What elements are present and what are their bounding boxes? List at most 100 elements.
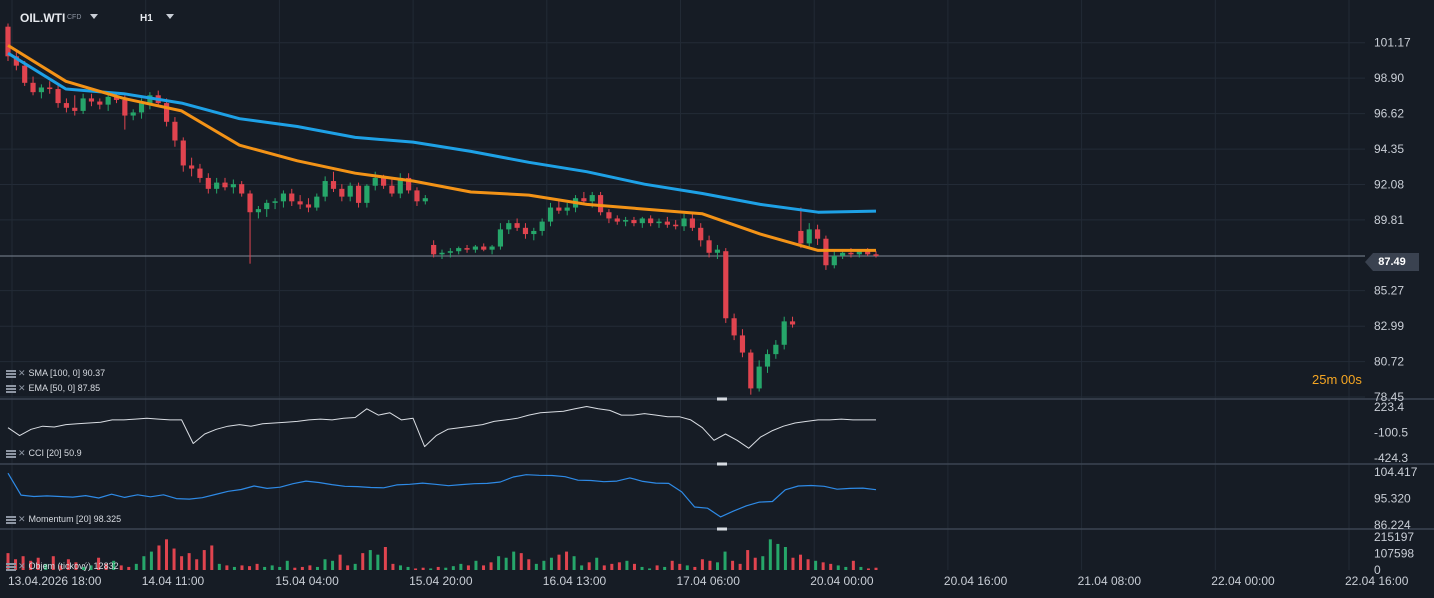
- close-icon[interactable]: ✕: [18, 561, 26, 571]
- candle-body: [789, 321, 796, 325]
- candle-body: [22, 65, 28, 83]
- volume-bar: [497, 556, 501, 570]
- candle-body: [389, 185, 395, 194]
- volume-bar: [806, 559, 810, 570]
- candle-body: [13, 56, 19, 66]
- legend-ema-label: EMA [50, 0] 87.85: [28, 383, 101, 393]
- candle-body: [656, 221, 662, 224]
- settings-icon[interactable]: [6, 562, 16, 571]
- settings-icon[interactable]: [6, 384, 16, 393]
- volume-bar: [255, 563, 259, 570]
- candle-body: [330, 181, 337, 189]
- candle-body: [773, 344, 779, 355]
- candle-countdown-unit: m 00s: [1326, 372, 1362, 387]
- volume-bar: [776, 543, 780, 570]
- legend-cci[interactable]: ✕ CCI [20] 50.9: [6, 448, 82, 459]
- volume-bar: [512, 551, 516, 570]
- volume-bar: [783, 546, 787, 570]
- legend-ema[interactable]: ✕ EMA [50, 0] 87.85: [6, 383, 100, 394]
- candle-body: [714, 249, 721, 253]
- candle-body: [214, 182, 220, 189]
- candle-body: [447, 251, 453, 253]
- volume-bar: [602, 565, 606, 570]
- candle-body: [748, 352, 754, 389]
- x-tick-label: 16.04 13:00: [543, 574, 607, 588]
- volume-bar: [527, 559, 531, 570]
- x-tick-label: 14.04 11:00: [142, 574, 205, 588]
- volume-bar: [81, 566, 85, 570]
- volume-bar: [248, 566, 252, 570]
- candle-body: [431, 244, 437, 255]
- volume-bar: [625, 560, 629, 570]
- candle-countdown: 25m 00s: [1312, 372, 1362, 387]
- symbol-type: CFD: [67, 14, 82, 21]
- volume-bar: [859, 566, 863, 570]
- volume-bar: [331, 560, 335, 570]
- volume-bar: [557, 554, 561, 570]
- close-icon[interactable]: ✕: [18, 448, 26, 458]
- candle-body: [339, 188, 345, 197]
- candle-body: [739, 335, 746, 353]
- candle-body: [80, 98, 86, 111]
- volume-bar: [346, 565, 350, 570]
- legend-momentum[interactable]: ✕ Momentum [20] 98.325: [6, 514, 121, 525]
- candle-body: [406, 177, 412, 191]
- volume-bar: [36, 557, 40, 570]
- timeframe-selector[interactable]: H1: [140, 13, 153, 24]
- volume-bar: [874, 567, 878, 570]
- volume-bar: [693, 566, 697, 570]
- pane-resize-handle: [717, 527, 727, 531]
- close-icon[interactable]: ✕: [18, 368, 26, 378]
- volume-bar: [368, 550, 372, 570]
- cci-y-tick-label: -424.3: [1374, 451, 1408, 465]
- candle-body: [806, 229, 812, 244]
- volume-bar: [353, 563, 357, 570]
- momentum-y-tick-label: 95.320: [1374, 492, 1411, 506]
- candle-body: [689, 218, 695, 228]
- volume-bar: [844, 566, 848, 570]
- candle-body: [255, 209, 261, 213]
- candle-body: [180, 140, 186, 166]
- candle-body: [422, 198, 428, 202]
- timeframe-dropdown-chevron-icon[interactable]: [166, 14, 174, 19]
- volume-bar: [59, 565, 63, 570]
- volume-bar: [104, 563, 108, 570]
- candle-body: [397, 177, 403, 194]
- close-icon[interactable]: ✕: [18, 514, 26, 524]
- settings-icon[interactable]: [6, 449, 16, 458]
- candle-body: [47, 87, 53, 90]
- candle-body: [597, 195, 604, 213]
- volume-bar: [768, 539, 772, 570]
- candle-body: [280, 193, 287, 202]
- volume-bar: [829, 563, 833, 570]
- candle-body: [547, 207, 554, 222]
- candle-countdown-value: 25: [1312, 372, 1327, 387]
- volume-bar: [731, 560, 735, 570]
- settings-icon[interactable]: [6, 515, 16, 524]
- y-tick-label: 94.35: [1374, 142, 1404, 156]
- volume-bar: [134, 563, 138, 570]
- volume-bar: [655, 565, 659, 570]
- volume-bar: [142, 556, 146, 570]
- volume-bar: [232, 566, 236, 570]
- volume-bar: [210, 545, 214, 570]
- y-tick-label: 89.81: [1374, 213, 1404, 227]
- candle-body: [581, 198, 587, 202]
- momentum-y-tick-label: 104.417: [1374, 465, 1418, 479]
- close-icon[interactable]: ✕: [18, 383, 26, 393]
- legend-sma[interactable]: ✕ SMA [100, 0] 90.37: [6, 368, 105, 379]
- symbol-dropdown-chevron-icon[interactable]: [90, 14, 98, 19]
- x-tick-label: 22.04 00:00: [1211, 574, 1275, 588]
- volume-bar: [225, 565, 229, 570]
- settings-icon[interactable]: [6, 369, 16, 378]
- volume-bar: [466, 565, 470, 570]
- volume-bar: [519, 553, 523, 570]
- candle-body: [172, 121, 178, 141]
- symbol-name[interactable]: OIL.WTI: [20, 11, 66, 25]
- volume-bar: [617, 562, 621, 570]
- volume-bar: [595, 557, 599, 570]
- volume-bar: [746, 550, 750, 570]
- volume-bar: [436, 566, 440, 570]
- legend-volume[interactable]: ✕ Objem (tickový) 12832: [6, 561, 119, 572]
- candle-body: [681, 218, 687, 227]
